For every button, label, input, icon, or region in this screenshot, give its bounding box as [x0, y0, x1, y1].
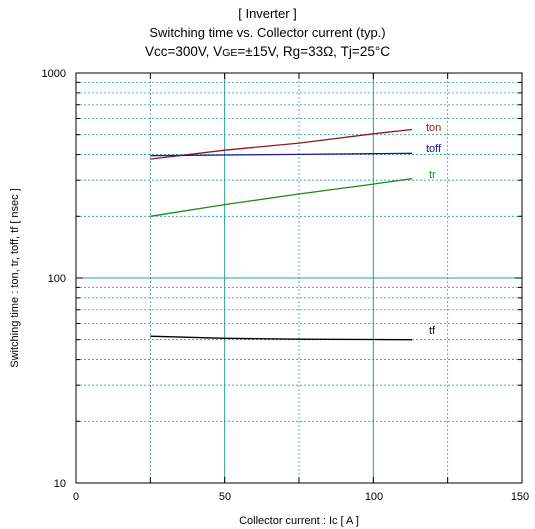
y-axis-label: Switching time : ton, tr, toff, tf [ nse… — [9, 188, 21, 368]
series-label-tf: tf — [429, 325, 436, 337]
chart-conditions: Vcc=300V, VGE=±15V, Rg=33Ω, Tj=25°C — [0, 44, 535, 61]
y-tick-label-1000: 1000 — [42, 68, 66, 80]
x-tick-label-0: 0 — [73, 491, 79, 503]
chart-subtitle: Switching time vs. Collector current (ty… — [149, 25, 386, 40]
grid-lines — [76, 73, 522, 483]
conditions-ge-subscript: GE — [222, 47, 238, 59]
series-line-ton — [150, 128, 413, 160]
chart-title: [ Inverter ] — [238, 6, 297, 21]
series-label-tr: tr — [429, 169, 436, 181]
series-label-ton: ton — [426, 122, 441, 134]
tick-marks — [75, 73, 523, 483]
y-tick-label-100: 100 — [48, 273, 66, 285]
series-label-toff: toff — [426, 143, 442, 155]
series-line-tr — [150, 178, 413, 217]
x-tick-label-100: 100 — [365, 491, 383, 503]
conditions-suffix: =±15V, Rg=33Ω, Tj=25°C — [237, 44, 390, 59]
conditions-prefix: Vcc=300V, V — [145, 44, 223, 59]
x-tick-label-150: 150 — [511, 491, 529, 503]
x-tick-label-50: 50 — [219, 491, 231, 503]
series-line-tf — [150, 335, 413, 341]
y-tick-label-10: 10 — [54, 478, 66, 490]
x-axis-label: Collector current : Ic [ A ] — [239, 515, 359, 527]
series-line-toff — [150, 152, 413, 157]
series-lines — [150, 128, 413, 341]
